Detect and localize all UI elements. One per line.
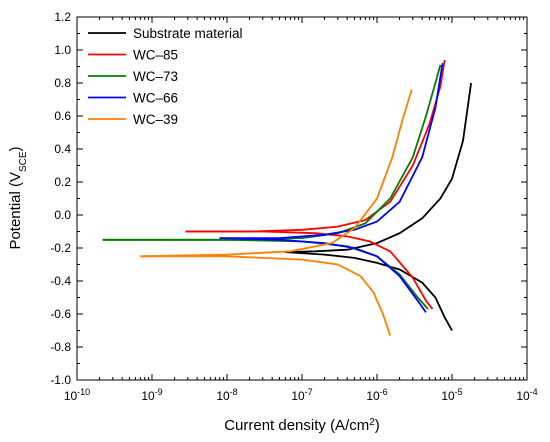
x-tick-label: 10-8 <box>216 387 237 403</box>
y-tick-label: 0.2 <box>54 175 71 189</box>
series-anodic-line <box>219 63 444 239</box>
y-tick-label: 0.6 <box>54 109 71 123</box>
legend: Substrate material WC–85 WC–73 WC–66 WC–39 <box>88 26 243 127</box>
y-tick-label: 0.8 <box>54 76 71 90</box>
y-tick-label: 0.0 <box>54 208 71 222</box>
y-axis: -1.0 -0.8 -0.6 -0.4 -0.2 0.0 0.2 0.4 0.6 0.8 1.0 1.… <box>50 10 527 387</box>
series-cathodic-line <box>185 230 434 310</box>
series-cathodic-line <box>140 255 392 336</box>
y-axis-title-sub: SCE <box>18 151 29 172</box>
y-axis-title: Potential (VSCE) <box>7 146 29 249</box>
series-cathodic-line <box>102 238 429 310</box>
legend-label: WC–66 <box>133 91 178 106</box>
legend-label: WC–39 <box>133 112 178 127</box>
y-tick-label: -0.4 <box>50 274 71 288</box>
y-tick-label: -0.6 <box>50 307 71 321</box>
legend-label: WC–85 <box>133 48 178 63</box>
y-tick-label: 1.2 <box>54 10 71 24</box>
series-anodic-line <box>185 59 446 233</box>
x-tick-label: 10-10 <box>64 387 90 403</box>
series-curves <box>102 59 472 336</box>
x-axis-title: Current density (A/cm2) <box>224 417 380 435</box>
y-tick-label: 0.4 <box>54 142 71 156</box>
y-tick-label: -1.0 <box>50 373 71 387</box>
x-tick-label: 10-7 <box>291 387 312 403</box>
series-anodic-line <box>285 82 472 253</box>
x-tick-label: 10-9 <box>141 387 162 403</box>
y-tick-label: -0.8 <box>50 340 71 354</box>
x-axis: 10-10 10-9 10-8 10-7 10-6 10-5 10-4 <box>64 17 538 403</box>
series-cathodic-line <box>219 237 427 313</box>
x-tick-label: 10-4 <box>516 387 537 403</box>
x-tick-label: 10-5 <box>441 387 462 403</box>
y-tick-label: -0.2 <box>50 241 71 255</box>
series-cathodic-line <box>285 251 453 331</box>
y-tick-label: 1.0 <box>54 43 71 57</box>
legend-label: WC–73 <box>133 69 178 84</box>
legend-label: Substrate material <box>133 26 243 41</box>
x-axis-title-sup: 2 <box>369 417 375 428</box>
series-anodic-line <box>140 89 413 258</box>
x-tick-label: 10-6 <box>366 387 387 403</box>
